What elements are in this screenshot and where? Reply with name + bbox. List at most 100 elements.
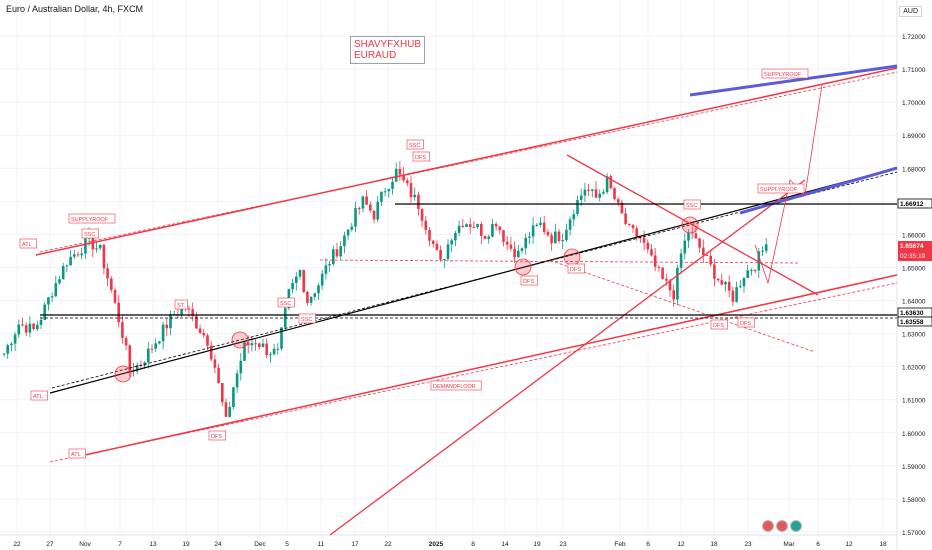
candle-body — [187, 308, 191, 310]
annotation-box — [567, 263, 585, 274]
time-tick-label: Dec — [254, 541, 266, 548]
candle-body — [295, 276, 298, 283]
candle-body — [332, 249, 335, 264]
candle-body — [672, 290, 675, 300]
candle-body — [561, 240, 564, 242]
annotation-label: DFS — [570, 267, 581, 273]
candle-body — [431, 240, 435, 244]
highlight-circle — [681, 216, 699, 234]
highlight-circle — [231, 331, 249, 349]
candle-body — [80, 253, 83, 256]
candle-body — [232, 387, 235, 408]
price-label-value: 1.65674 — [900, 243, 924, 250]
annotation-label: DFS — [415, 155, 426, 161]
candle-body — [520, 248, 524, 251]
annotation-label: SSC — [409, 143, 420, 149]
candle-body — [587, 189, 590, 191]
annotation-box — [68, 448, 86, 459]
candle-body — [150, 348, 154, 350]
candle-body — [361, 196, 365, 209]
candle-body — [428, 230, 431, 241]
price-tick-label: 1.63000 — [902, 332, 926, 339]
price-tick-label: 1.59000 — [902, 464, 926, 471]
candle-body — [228, 407, 231, 417]
candle-body — [106, 268, 109, 279]
candle-body — [369, 204, 372, 211]
price-tick-label: 1.65000 — [902, 265, 926, 272]
time-tick-label: Nov — [79, 541, 91, 548]
candle-body — [380, 191, 383, 202]
candle-body — [406, 180, 409, 184]
candle-body — [6, 345, 9, 354]
candle-body — [280, 327, 283, 349]
candle-body — [254, 343, 257, 345]
candle-body — [591, 189, 594, 191]
candle-body — [213, 359, 217, 368]
candle-body — [43, 304, 46, 320]
candle-body — [650, 249, 653, 256]
candle-body — [472, 226, 476, 228]
candle-body — [739, 286, 742, 288]
candle-body — [73, 254, 76, 257]
candle-body — [76, 254, 80, 256]
candle-body — [616, 199, 620, 203]
currency-label[interactable]: AUD — [899, 6, 922, 17]
channel-bottom-line — [84, 274, 898, 456]
price-label-value: 1.66912 — [900, 201, 924, 208]
candle-body — [261, 343, 265, 348]
candle-body — [450, 240, 453, 245]
candle-body — [95, 248, 98, 250]
candle-body — [135, 364, 139, 372]
annotation-box — [683, 199, 701, 210]
time-tick-label: 23 — [744, 541, 752, 548]
annotation-box — [406, 139, 424, 150]
candle-body — [713, 264, 716, 279]
time-tick-label: 19 — [533, 541, 541, 548]
annotation-box — [430, 380, 482, 391]
candle-body — [657, 266, 661, 268]
candle-body — [687, 232, 690, 241]
annotation-label: SUPPLYROOF — [764, 72, 802, 78]
candle-body — [394, 168, 398, 182]
candle-body — [572, 214, 576, 220]
time-tick-label: 23 — [559, 541, 567, 548]
candle-body — [727, 281, 731, 291]
candle-body — [365, 196, 368, 205]
candle-body — [221, 383, 224, 403]
candle-body — [309, 296, 313, 303]
candle-body — [764, 244, 768, 251]
candle-body — [47, 297, 50, 305]
highlight-circle — [114, 365, 132, 383]
time-tick-label: 8 — [471, 541, 475, 548]
candle-body — [465, 224, 468, 227]
candle-body — [753, 269, 757, 271]
candle-body — [413, 194, 416, 198]
candle-body — [535, 224, 539, 226]
price-tick-label: 1.57000 — [902, 530, 926, 537]
price-tick-label: 1.61000 — [902, 398, 926, 405]
candle-body — [50, 296, 54, 298]
replay-controls[interactable] — [762, 520, 802, 532]
candle-body — [476, 223, 479, 228]
candle-body — [313, 293, 317, 297]
candle-body — [224, 402, 228, 417]
candle-body — [328, 263, 331, 266]
candle-body — [609, 176, 613, 189]
candle-body — [513, 248, 516, 258]
record-icon-2[interactable] — [776, 520, 788, 532]
candle-body — [246, 342, 250, 346]
annotation-label: DEMANDFLOOR — [433, 384, 476, 390]
chart-title: Euro / Australian Dollar, 4h, FXCM — [6, 4, 144, 14]
annotation-label: DFS — [211, 434, 222, 440]
candle-body — [417, 194, 420, 210]
candle-body — [665, 278, 668, 281]
replay-icon[interactable] — [790, 520, 802, 532]
candle-body — [724, 281, 727, 285]
candle-body — [206, 335, 209, 346]
candle-body — [676, 267, 679, 300]
candle-body — [517, 250, 520, 258]
candle-body — [217, 367, 220, 384]
candle-body — [576, 200, 579, 215]
record-icon[interactable] — [762, 520, 774, 532]
time-tick-label: 18 — [879, 541, 887, 548]
